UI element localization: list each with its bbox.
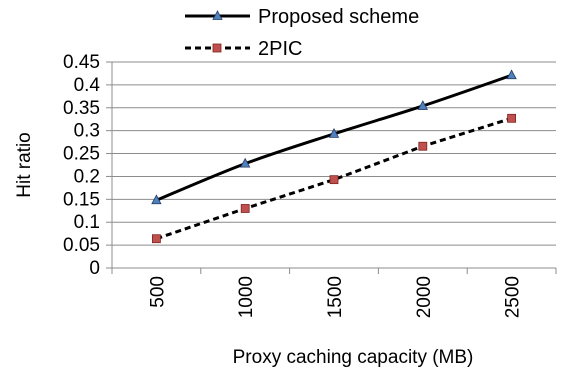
data-point-0 [328, 128, 340, 138]
y-tick-label: 0.3 [74, 121, 100, 142]
x-tick-label: 1500 [325, 276, 346, 318]
data-point-1 [329, 175, 339, 185]
legend-marker-proposed-scheme [212, 10, 223, 20]
data-point-0 [506, 69, 517, 80]
data-point-1 [240, 204, 250, 213]
y-tick-label: 0 [89, 258, 100, 279]
x-tick-label: 2500 [503, 276, 524, 318]
series-line-1 [155, 116, 513, 241]
data-point-1 [507, 113, 517, 123]
y-tick-label: 0.1 [74, 212, 100, 233]
data-point-1 [151, 234, 161, 244]
y-tick-label: 0.05 [63, 235, 100, 256]
x-tick-label: 500 [147, 276, 168, 308]
x-tick-labels: 500 1000 1500 2000 2500 [147, 276, 523, 318]
data-point-1 [418, 141, 428, 151]
y-tick-label: 0.4 [74, 75, 101, 96]
y-tick-labels: 00.050.10.150.20.250.30.350.40.45 [63, 52, 100, 279]
legend-entry-proposed-scheme: Proposed scheme [185, 6, 419, 28]
data-point-0 [240, 157, 251, 168]
x-axis-title: Proxy caching capacity (MB) [233, 347, 474, 368]
y-tick-label: 0.45 [63, 52, 100, 73]
legend-label-proposed-scheme: Proposed scheme [258, 6, 419, 28]
x-tick-label: 2000 [414, 276, 435, 318]
y-tick-label: 0.25 [63, 144, 100, 165]
x-tick-label: 1000 [236, 276, 257, 318]
series-layer [151, 69, 517, 244]
data-point-0 [151, 194, 162, 205]
y-tick-label: 0.2 [74, 166, 100, 187]
y-tick-label: 0.15 [63, 189, 100, 210]
y-tick-label: 0.35 [63, 98, 100, 119]
legend-label-2pic: 2PIC [258, 38, 302, 60]
axes [111, 62, 557, 274]
legend-marker-2pic [212, 43, 222, 53]
gridlines [106, 61, 556, 269]
data-point-0 [417, 100, 428, 110]
y-axis-title: Hit ratio [14, 132, 35, 197]
legend: Proposed scheme 2PIC [185, 6, 419, 60]
legend-entry-2pic: 2PIC [185, 38, 302, 60]
